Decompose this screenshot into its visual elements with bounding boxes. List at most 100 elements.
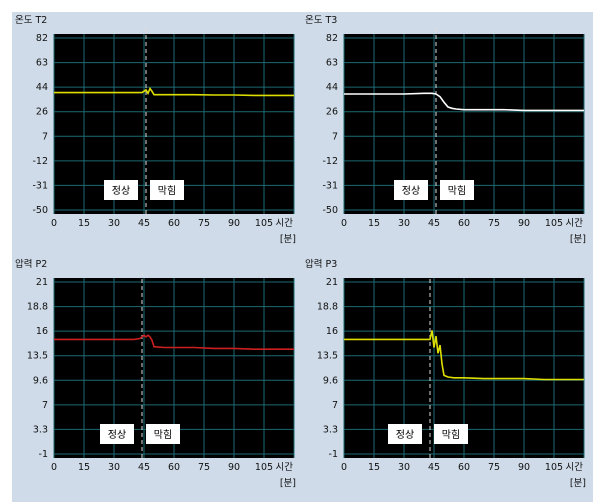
y-tick-label: -1: [39, 449, 48, 460]
y-tick-label: 44: [36, 82, 48, 93]
y-tick-label: 13.5: [317, 351, 338, 362]
x-tick-label: 60: [168, 218, 180, 229]
y-tick-label: 26: [326, 107, 338, 118]
x-tick-label: 45: [138, 218, 150, 229]
y-tick-label: -50: [32, 205, 48, 216]
normal-label-box: [394, 180, 428, 200]
x-axis-end-label: 시간: [276, 462, 294, 473]
x-tick-label: 15: [78, 462, 90, 473]
y-tick-label: -50: [322, 205, 338, 216]
y-tick-label: 3.3: [33, 424, 48, 435]
chart-title: 온도 T2: [15, 15, 47, 26]
x-tick-label: 75: [198, 462, 210, 473]
y-tick-label: 21: [36, 277, 48, 288]
x-axis-end-label: 시간: [566, 218, 584, 229]
y-tick-label: 82: [326, 33, 338, 44]
x-tick-label: 30: [398, 218, 410, 229]
y-tick-label: 3.3: [323, 424, 338, 435]
chart-svg-t3: 온도 T3 82 63 44 26 7 -12 -31 -500 15 30 45 60 75 90 105 시…: [305, 15, 586, 245]
blocked-label-box: [146, 424, 180, 444]
blocked-label: 막힘: [158, 185, 176, 197]
chart-title: 압력 P2: [15, 258, 47, 270]
y-tick-label: 7: [42, 131, 48, 142]
x-tick-label: 45: [428, 218, 440, 229]
y-tick-label: 16: [36, 326, 48, 337]
x-tick-label: 75: [198, 218, 210, 229]
x-unit-label: [분]: [280, 234, 296, 245]
x-tick-label: 30: [108, 218, 120, 229]
y-tick-label: 26: [36, 107, 48, 118]
x-tick-label: 0: [341, 218, 347, 229]
normal-label-box: [388, 424, 422, 444]
blocked-label-box: [150, 180, 184, 200]
y-tick-label: 7: [332, 400, 338, 411]
x-tick-label: 75: [488, 462, 500, 473]
blocked-label-box: [440, 180, 474, 200]
data-series-line: [54, 86, 294, 97]
x-tick-label: 0: [51, 462, 57, 473]
x-tick-label: 0: [341, 462, 347, 473]
y-tick-label: 82: [36, 33, 48, 44]
y-tick-label: 63: [36, 58, 48, 69]
chart-panel-t2: 온도 T2 82 63 44 26 7 -12 -31 -50 0 15 30 45 60 75 90 105 시…: [12, 12, 303, 258]
chart-panel-t3: 온도 T3 82 63 44 26 7 -12 -31 -50 0 15 30 45 60 75 90 105 시…: [302, 12, 593, 258]
y-tick-label: -31: [32, 180, 48, 191]
y-tick-label: 44: [326, 82, 338, 93]
y-tick-label: 21: [326, 277, 338, 288]
x-tick-label: 15: [368, 462, 380, 473]
x-unit-label: [분]: [570, 234, 586, 245]
x-axis-end-label: 시간: [566, 462, 584, 473]
blocked-label: 막힘: [442, 429, 460, 441]
x-tick-label: 105: [255, 462, 273, 473]
x-tick-label: 15: [368, 218, 380, 229]
x-axis-end-label: 시간: [276, 218, 294, 229]
y-tick-label: 7: [42, 400, 48, 411]
y-tick-label: 16: [326, 326, 338, 337]
x-tick-label: 105: [545, 218, 563, 229]
chart-svg-p3: 압력 P3 21 18.8 16 13.5 9.6 7 3.3 -10 15 30 45 60 75 90 1…: [305, 258, 586, 489]
x-tick-label: 45: [138, 462, 150, 473]
blocked-label: 막힘: [154, 429, 172, 441]
chart-svg-p2: 압력 P2 21 18.8 16 13.5 9.6 7 3.3 -10 15 30 45 60 75 90 1…: [15, 258, 296, 489]
x-tick-label: 75: [488, 218, 500, 229]
x-tick-label: 0: [51, 218, 57, 229]
x-tick-label: 105: [545, 462, 563, 473]
x-unit-label: [분]: [280, 478, 296, 489]
blocked-label-box: [434, 424, 468, 444]
data-series-line: [344, 92, 584, 112]
chart-svg-t2: 온도 T2 82 63 44 26 7 -12 -31 -500 15 30 45 60 75 90 105 시…: [15, 15, 296, 245]
y-tick-label: -12: [322, 156, 338, 167]
data-series-line: [344, 330, 584, 381]
chart-panel-p2: 압력 P2 21 18.8 16 13.5 9.6 7 3.3 -1 0 15 30 45 60 75 90 1…: [12, 256, 303, 502]
chart-panel-p3: 압력 P3 21 18.8 16 13.5 9.6 7 3.3 -1 0 15 30 45 60 75 90 1…: [302, 256, 593, 502]
normal-label: 정상: [396, 429, 414, 441]
y-tick-label: 9.6: [323, 375, 338, 386]
y-tick-label: 18.8: [317, 302, 338, 313]
y-tick-label: -31: [322, 180, 338, 191]
x-tick-label: 90: [228, 218, 240, 229]
chart-title: 온도 T3: [305, 15, 337, 26]
x-tick-label: 60: [458, 462, 470, 473]
normal-label: 정상: [402, 185, 420, 197]
x-tick-label: 90: [518, 462, 530, 473]
x-tick-label: 30: [398, 462, 410, 473]
y-tick-label: 63: [326, 58, 338, 69]
x-tick-label: 30: [108, 462, 120, 473]
x-tick-label: 45: [428, 462, 440, 473]
y-tick-label: 7: [332, 131, 338, 142]
blocked-label: 막힘: [448, 185, 466, 197]
x-unit-label: [분]: [570, 478, 586, 489]
y-tick-label: 13.5: [27, 351, 48, 362]
normal-label: 정상: [108, 429, 126, 441]
normal-label: 정상: [112, 185, 130, 197]
x-tick-label: 60: [168, 462, 180, 473]
y-tick-label: 18.8: [27, 302, 48, 313]
normal-label-box: [100, 424, 134, 444]
x-tick-label: 90: [518, 218, 530, 229]
x-tick-label: 90: [228, 462, 240, 473]
x-tick-label: 60: [458, 218, 470, 229]
normal-label-box: [104, 180, 138, 200]
x-tick-label: 15: [78, 218, 90, 229]
x-tick-label: 105: [255, 218, 273, 229]
y-tick-label: -12: [32, 156, 48, 167]
